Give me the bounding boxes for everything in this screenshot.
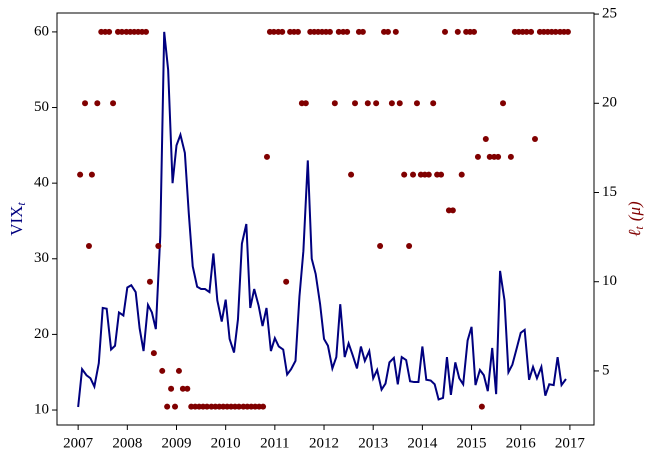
y-tick-label: 50 bbox=[34, 99, 49, 115]
scatter-point bbox=[164, 403, 171, 410]
scatter-point bbox=[110, 100, 117, 107]
plot-frame bbox=[56, 12, 595, 426]
scatter-point bbox=[425, 171, 432, 178]
scatter-point bbox=[396, 100, 403, 107]
scatter-point bbox=[500, 100, 507, 107]
scatter-point bbox=[449, 207, 456, 214]
scatter-point bbox=[486, 153, 493, 160]
scatter-point bbox=[344, 28, 351, 35]
scatter-point bbox=[401, 171, 408, 178]
scatter-point bbox=[168, 385, 175, 392]
scatter-point bbox=[82, 100, 89, 107]
scatter-point bbox=[331, 100, 338, 107]
y-label-sub: t bbox=[14, 202, 28, 206]
scatter-point bbox=[377, 243, 384, 250]
x-tick-label: 2009 bbox=[161, 435, 191, 451]
scatter-point bbox=[172, 403, 179, 410]
scatter-point bbox=[364, 100, 371, 107]
y-tick-label: 40 bbox=[34, 175, 49, 191]
scatter-point bbox=[179, 385, 186, 392]
y2-label-rest: (μ) bbox=[625, 201, 644, 221]
scatter-point bbox=[235, 403, 242, 410]
y-label-main: VIX bbox=[7, 206, 26, 236]
scatter-point bbox=[94, 100, 101, 107]
x-tick-label: 2007 bbox=[63, 435, 94, 451]
scatter-point bbox=[184, 385, 191, 392]
y2-tick-label: 15 bbox=[602, 184, 617, 200]
scatter-point bbox=[175, 367, 182, 374]
scatter-point bbox=[392, 28, 399, 35]
scatter-point bbox=[458, 171, 465, 178]
scatter-point bbox=[326, 28, 333, 35]
y2-tick-label: 20 bbox=[602, 95, 617, 111]
x-tick-label: 2016 bbox=[506, 435, 537, 451]
scatter-point bbox=[507, 153, 514, 160]
scatter-point bbox=[474, 153, 481, 160]
scatter-point bbox=[523, 28, 530, 35]
scatter-point bbox=[471, 28, 478, 35]
scatter-point bbox=[384, 28, 391, 35]
scatter-point bbox=[302, 100, 309, 107]
scatter-point bbox=[441, 28, 448, 35]
scatter-point bbox=[406, 243, 413, 250]
scatter-point bbox=[159, 367, 166, 374]
scatter-point bbox=[373, 100, 380, 107]
x-tick-label: 2012 bbox=[309, 435, 339, 451]
scatter-point bbox=[454, 28, 461, 35]
scatter-point bbox=[335, 28, 342, 35]
scatter-point bbox=[77, 171, 84, 178]
scatter-point bbox=[348, 171, 355, 178]
scatter-point bbox=[352, 100, 359, 107]
x-tick-label: 2017 bbox=[555, 435, 586, 451]
x-tick-label: 2008 bbox=[112, 435, 142, 451]
scatter-point bbox=[143, 28, 150, 35]
y-tick-label: 10 bbox=[34, 401, 49, 417]
y2-label-main: ℓ bbox=[625, 230, 644, 237]
scatter-point bbox=[413, 100, 420, 107]
scatter-point bbox=[88, 171, 95, 178]
scatter-point bbox=[564, 28, 571, 35]
y-tick-label: 60 bbox=[34, 23, 49, 39]
scatter-point bbox=[495, 153, 502, 160]
scatter-point bbox=[270, 28, 277, 35]
scatter-point bbox=[150, 350, 157, 357]
scatter-point bbox=[410, 171, 417, 178]
scatter-point bbox=[279, 28, 286, 35]
x-tick-label: 2013 bbox=[358, 435, 388, 451]
y2-tick-label: 10 bbox=[602, 273, 617, 289]
scatter-point bbox=[482, 135, 489, 142]
scatter-point bbox=[260, 403, 267, 410]
y2-tick-label: 25 bbox=[602, 6, 617, 22]
scatter-point bbox=[438, 171, 445, 178]
scatter-point bbox=[283, 278, 290, 285]
scatter-point bbox=[146, 278, 153, 285]
y2-label-sub: t bbox=[632, 226, 646, 230]
scatter-point bbox=[155, 243, 162, 250]
scatter-point bbox=[203, 403, 210, 410]
x-tick-label: 2010 bbox=[211, 435, 241, 451]
scatter-point bbox=[85, 243, 92, 250]
y-tick-label: 30 bbox=[34, 250, 49, 266]
x-tick-label: 2014 bbox=[407, 435, 438, 451]
scatter-point bbox=[552, 28, 559, 35]
scatter-point bbox=[294, 28, 301, 35]
scatter-point bbox=[478, 403, 485, 410]
x-tick-label: 2015 bbox=[457, 435, 487, 451]
y2-axis-label: ℓt (μ) bbox=[625, 201, 646, 237]
vix-line bbox=[77, 31, 567, 408]
scatter-point bbox=[118, 28, 125, 35]
y2-tick-label: 5 bbox=[602, 362, 610, 378]
scatter-point bbox=[531, 135, 538, 142]
scatter-point bbox=[106, 28, 113, 35]
x-tick-label: 2011 bbox=[260, 435, 289, 451]
scatter-point bbox=[430, 100, 437, 107]
scatter-point bbox=[359, 28, 366, 35]
scatter-point bbox=[528, 28, 535, 35]
y-axis-label: VIXt bbox=[7, 202, 28, 236]
scatter-point bbox=[263, 153, 270, 160]
scatter-point bbox=[388, 100, 395, 107]
y-tick-label: 20 bbox=[34, 326, 49, 342]
